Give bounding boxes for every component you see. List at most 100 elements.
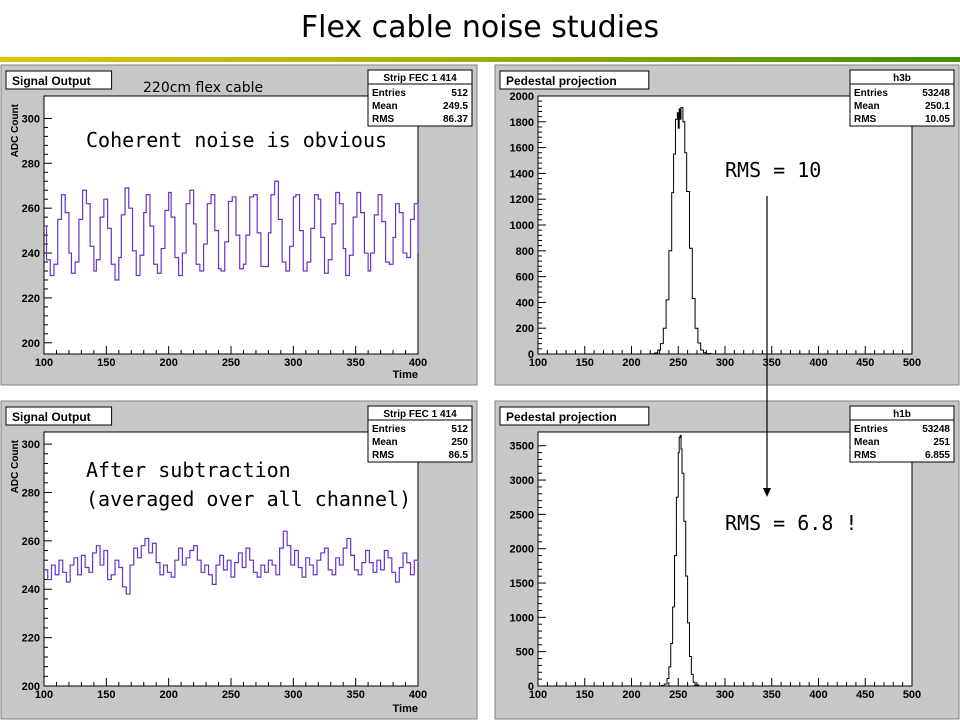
- x-tick-label: 150: [97, 689, 115, 701]
- x-tick-label: 350: [346, 357, 364, 369]
- x-tick-label: 300: [716, 689, 734, 701]
- stats-key: Mean: [854, 101, 880, 112]
- stats-value: 512: [451, 88, 468, 99]
- chart-title: Pedestal projection: [506, 410, 617, 424]
- stats-key: RMS: [372, 450, 395, 461]
- stats-name: h3b: [893, 73, 911, 84]
- x-tick-label: 400: [409, 357, 427, 369]
- x-tick-label: 250: [669, 689, 687, 701]
- plot-area: [43, 431, 419, 687]
- y-tick-label: 240: [22, 584, 40, 596]
- x-tick-label: 450: [856, 689, 874, 701]
- stats-box: [849, 69, 955, 127]
- stats-key: Entries: [854, 88, 888, 99]
- histogram-series: [657, 434, 700, 687]
- stats-value: 6.855: [925, 450, 950, 461]
- stats-value: 53248: [922, 424, 950, 435]
- chart-title-box: [5, 70, 113, 90]
- y-tick-label: 1000: [510, 220, 534, 232]
- annotation-rms-bottom: RMS = 6.8 !: [725, 511, 858, 535]
- x-tick-label: 400: [409, 689, 427, 701]
- y-tick-label: 260: [22, 536, 40, 548]
- x-tick-label: 500: [903, 689, 921, 701]
- panel-pedestal-bottom: 100 150 200 250 300 350 400 450 500 0 500 1000 1500 2…: [494, 400, 960, 724]
- plot-area: [537, 431, 913, 687]
- y-tick-label: 2500: [510, 509, 534, 521]
- y-axis-label: ADC Count: [10, 103, 21, 157]
- histogram-series: [645, 107, 712, 355]
- annotation-rms-top: RMS = 10: [725, 158, 822, 182]
- chart-title-box: [5, 406, 113, 426]
- y-tick-label: 200: [22, 681, 40, 693]
- y-tick-label: 800: [516, 246, 534, 258]
- y-tick-label: 2000: [510, 91, 534, 103]
- y-axis-label: ADC Count: [10, 439, 21, 493]
- stats-name: h1b: [893, 409, 911, 420]
- panel-signal-top: 100 150 200 250 300 350 400 200 220 240 260 280 300 T…: [0, 64, 478, 390]
- x-tick-label: 200: [159, 357, 177, 369]
- stats-key: Entries: [854, 424, 888, 435]
- x-tick-label: 100: [529, 357, 547, 369]
- stats-value: 251: [933, 437, 950, 448]
- stats-key: Mean: [854, 437, 880, 448]
- stats-name: Strip FEC 1 414: [383, 409, 457, 420]
- y-tick-label: 1400: [510, 168, 534, 180]
- signal-output-chart-top: 100 150 200 250 300 350 400 200 220 240 260 280 300 T…: [0, 64, 478, 386]
- chart-title: Pedestal projection: [506, 74, 617, 88]
- y-tick-label: 260: [22, 203, 40, 215]
- y-tick-label: 200: [22, 338, 40, 350]
- stats-key: Mean: [372, 101, 398, 112]
- stats-value: 249.5: [443, 101, 468, 112]
- stats-box: [367, 405, 473, 463]
- slide-title: Flex cable noise studies: [300, 10, 660, 45]
- stats-key: RMS: [854, 450, 877, 461]
- x-tick-label: 350: [346, 689, 364, 701]
- x-tick-label: 250: [222, 689, 240, 701]
- y-tick-label: 600: [516, 272, 534, 284]
- y-tick-label: 220: [22, 293, 40, 305]
- x-tick-label: 250: [222, 357, 240, 369]
- y-tick-label: 1500: [510, 578, 534, 590]
- x-axis-label: Time: [393, 369, 418, 381]
- x-tick-label: 400: [809, 689, 827, 701]
- x-tick-label: 150: [576, 357, 594, 369]
- stats-value: 10.05: [925, 114, 950, 125]
- x-tick-label: 500: [903, 357, 921, 369]
- stats-key: Mean: [372, 437, 398, 448]
- y-tick-label: 1200: [510, 194, 534, 206]
- signal-series-line: [44, 530, 419, 595]
- stats-box: [367, 69, 473, 127]
- stats-key: Entries: [372, 88, 406, 99]
- x-tick-label: 350: [763, 357, 781, 369]
- title-rule: [0, 57, 960, 62]
- x-tick-label: 100: [529, 689, 547, 701]
- y-tick-label: 3500: [510, 441, 534, 453]
- chart-title-box: [499, 406, 650, 426]
- y-tick-label: 1800: [510, 117, 534, 129]
- x-tick-label: 200: [622, 357, 640, 369]
- y-tick-label: 2000: [510, 544, 534, 556]
- x-tick-label: 100: [35, 357, 53, 369]
- y-tick-label: 300: [22, 439, 40, 451]
- cable-label: 220cm flex cable: [143, 80, 264, 96]
- pedestal-projection-chart-bottom: 100 150 200 250 300 350 400 450 500 0 500 1000 1500 2…: [494, 400, 960, 720]
- y-tick-label: 500: [516, 647, 534, 659]
- signal-series-line: [44, 180, 419, 281]
- annotation-coherent-noise: Coherent noise is obvious: [86, 128, 388, 152]
- x-tick-label: 450: [856, 357, 874, 369]
- x-tick-label: 350: [763, 689, 781, 701]
- signal-output-chart-bottom: 100 150 200 250 300 350 400 200 220 240 260 280 300 T…: [0, 400, 478, 720]
- y-tick-label: 280: [22, 487, 40, 499]
- y-tick-label: 280: [22, 158, 40, 170]
- x-tick-label: 150: [576, 689, 594, 701]
- x-axis-label: Time: [393, 703, 418, 715]
- y-tick-label: 300: [22, 113, 40, 125]
- stats-value: 512: [451, 424, 468, 435]
- y-tick-label: 0: [528, 681, 534, 693]
- x-tick-label: 250: [669, 357, 687, 369]
- plot-area: [537, 95, 913, 355]
- stats-key: RMS: [854, 114, 877, 125]
- stats-box: [849, 405, 955, 463]
- stats-value: 250: [451, 437, 468, 448]
- stats-key: Entries: [372, 424, 406, 435]
